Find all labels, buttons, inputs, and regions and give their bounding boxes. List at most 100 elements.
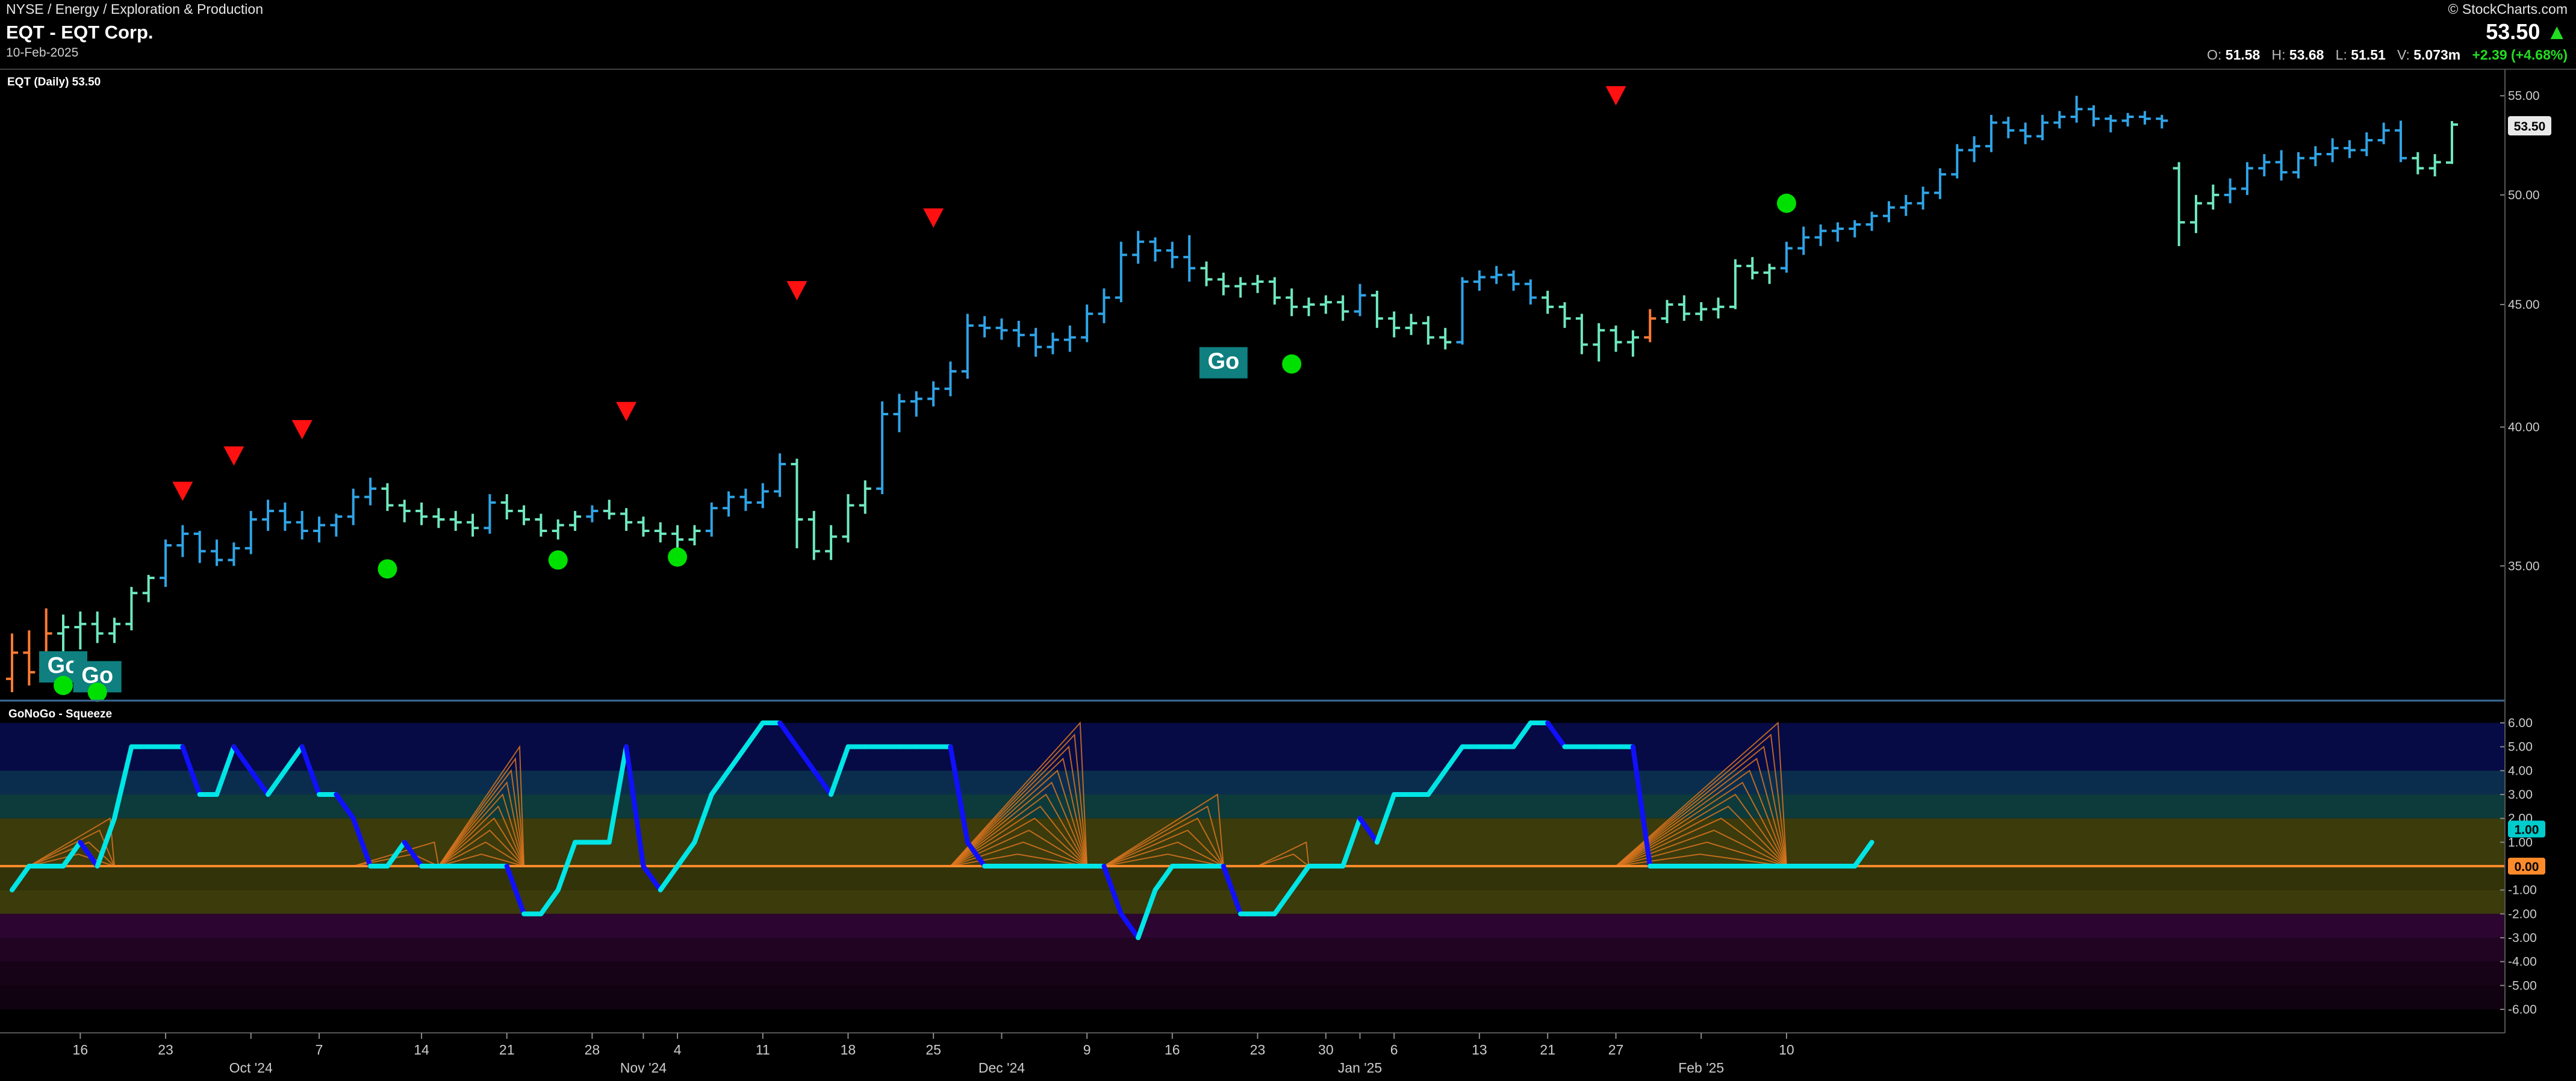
ohlc-bar [1831,222,1844,242]
ohlc-bar [1047,332,1059,355]
ohlc-bar [1319,295,1332,314]
squeeze-line-segment [1374,792,1397,845]
ohlc-bar [1507,270,1520,291]
ohlc-bar [1286,288,1298,317]
squeeze-line-segment [709,768,732,797]
ohlc-bar [1115,241,1127,303]
ohlc-bar [961,314,974,379]
ohlc-bar [995,318,1008,340]
squeeze-line-segment [10,864,32,893]
ohlc-bar [1490,265,1503,284]
squeeze-line-segment [1852,840,1874,869]
ohlc-bar [688,525,701,546]
squeeze-panel: 6.005.004.003.002.001.000.00-1.00-2.00-3… [0,699,2545,1017]
x-tick-label: Dec '24 [978,1060,1025,1076]
squeeze-line-segment [334,792,356,821]
price-y-tick-label: 35.00 [2508,559,2540,573]
squeeze-band [0,794,2505,819]
ohlc-bar [1729,259,1741,309]
ohlc-bar [927,381,940,407]
squeeze-y-tick-label: -5.00 [2508,979,2537,993]
ohlc-bar [2156,114,2168,129]
squeeze-fan-line [1104,853,1224,867]
x-tick-label: 23 [158,1042,173,1058]
ohlc-bar [1370,291,1383,328]
price-y-tick-label: 45.00 [2508,298,2540,312]
ohlc-bar [1030,327,1042,357]
chart-date: 10-Feb-2025 [6,46,79,60]
squeeze-fan-line [353,841,440,867]
ohlc-bar [1405,314,1417,335]
continuation-dot [1776,193,1796,213]
ohlc-bar [705,502,718,537]
squeeze-line-segment [112,744,134,821]
ohlc-bar [2343,140,2356,158]
squeeze-fan-line [1104,841,1224,867]
x-tick-label: Feb '25 [1678,1060,1724,1076]
ohlc-bar [1456,277,1469,345]
x-tick-label: 18 [841,1042,856,1058]
squeeze-y-tick-label: -2.00 [2508,907,2537,921]
ohlc-bar [569,510,582,531]
ohlc-bar [535,513,547,537]
ohlc-bar [1917,187,1929,210]
continuation-dot [548,550,568,570]
x-tick-label: 10 [1779,1042,1794,1058]
ohlc-bar [2275,150,2288,181]
ohlc-bar [108,618,121,643]
ohlc-bar [1098,288,1110,323]
squeeze-fan-line [438,781,525,867]
ohlc-bar [1012,321,1025,347]
squeeze-fan-line [950,721,1088,867]
squeeze-line-segment [1511,720,1533,749]
ohlc-bar [1934,168,1946,199]
ohlc-bar [2173,162,2185,246]
open-label: O: [2207,47,2222,63]
volume-label: V: [2397,47,2410,63]
squeeze-fan-line [28,841,115,867]
ohlc-bar [398,500,411,522]
squeeze-fan-line [438,793,525,867]
x-tick-label: 27 [1608,1042,1624,1058]
ohlc-bar [2105,114,2117,132]
ohlc-bar [671,525,684,548]
price-label-bg [5,72,107,90]
squeeze-line-segment [965,840,988,869]
squeeze-line-segment [231,744,254,773]
price-y-axis: 35.00 40.00 45.00 50.00 55.00 [2500,89,2540,573]
squeeze-fan-line [1616,805,1787,867]
squeeze-line-segment [726,744,748,773]
squeeze-line-segment [266,768,288,797]
squeeze-fan-line [1615,745,1787,867]
squeeze-fan [28,817,116,867]
last-value-tag: 53.50 [2508,116,2551,135]
countertrend-triangle [616,401,637,421]
ohlc-bar [774,453,786,497]
ohlc-bar [1575,314,1588,355]
ohlc-bar [1558,302,1571,328]
ohlc-bar [1302,297,1315,317]
price-panel-label: EQT (Daily) 53.50 [7,76,101,88]
open-value: 51.58 [2225,47,2260,63]
ohlc-bar [876,401,889,495]
squeeze-line-segment [385,840,407,869]
ohlc-bar [500,494,513,520]
countertrend-triangle [223,446,244,466]
ohlc-bar [1814,224,1827,246]
ohlc-bar [1780,241,1793,273]
squeeze-line-segment [1630,744,1653,869]
ohlc-bar [1661,300,1673,323]
squeeze-line-segment [95,816,117,869]
high-label: H: [2271,47,2286,63]
ohlc-bar [279,502,291,531]
ohlc-bar [1132,231,1145,264]
volume-value: 5.073m [2413,47,2461,63]
last-price-value: 53.50 [2486,19,2540,44]
ohlc-bar [23,630,36,686]
go-badge [1199,347,1248,379]
ohlc-bar [1183,235,1196,282]
squeeze-zero-tag-text: 0.00 [2515,860,2539,874]
squeeze-zero-tag-bg [2508,858,2545,875]
